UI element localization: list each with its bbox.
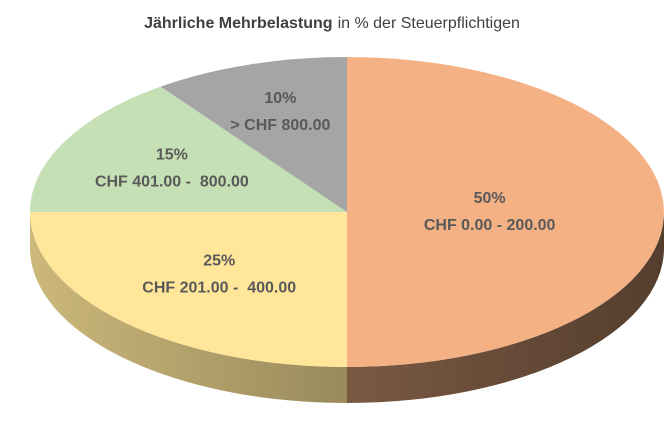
value-label: 25% xyxy=(203,253,235,270)
pie-slice xyxy=(30,212,347,367)
category-label: > CHF 800.00 xyxy=(230,117,330,134)
chart-title: Jährliche Mehrbelastung in % der Steuerpf… xyxy=(144,15,520,32)
title-bold: Jährliche Mehrbelastung xyxy=(144,15,333,32)
pie-slice xyxy=(347,57,664,367)
value-label: 50% xyxy=(474,190,506,207)
category-label: CHF 401.00 - 800.00 xyxy=(95,174,249,191)
pie-side xyxy=(30,212,347,403)
title-rest: in % der Steuerpflichtigen xyxy=(338,15,520,32)
value-label: 15% xyxy=(156,147,188,164)
pie-side xyxy=(347,212,664,403)
category-label: CHF 201.00 - 400.00 xyxy=(142,280,296,297)
pie-slice xyxy=(160,57,347,212)
pie-tops xyxy=(30,57,664,367)
pie-sides xyxy=(30,212,664,403)
pie-slice xyxy=(30,86,347,212)
value-label: 10% xyxy=(264,90,296,107)
category-label: CHF 0.00 - 200.00 xyxy=(424,217,556,234)
data-labels: 50% CHF 0.00 - 200.00 25% CHF 201.00 - 400.… xyxy=(95,90,556,297)
